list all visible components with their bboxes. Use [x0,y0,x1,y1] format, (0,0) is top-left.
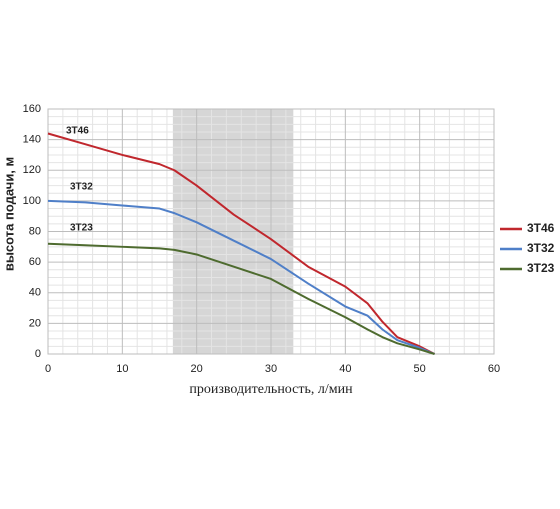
x-tick-label: 10 [116,363,128,375]
annotation: 3T23 [70,223,93,234]
y-tick-label: 40 [29,287,41,299]
series-line [47,199,435,355]
series-line [47,242,435,355]
x-axis-label: производительность, л/мин [189,382,353,397]
y-tick-label: 60 [29,256,41,268]
y-tick-label: 80 [29,225,41,237]
y-tick-label: 100 [23,195,41,207]
y-tick-label: 0 [35,348,41,360]
legend-label: 3T23 [527,261,555,275]
series-line [47,132,435,355]
x-tick-label: 60 [488,363,500,375]
y-axis-label: высота подачи, м [1,157,16,271]
annotation: 3T32 [70,182,93,193]
legend-label: 3T32 [527,241,555,255]
y-tick-label: 140 [23,134,41,146]
y-tick-label: 160 [23,103,41,115]
y-tick-label: 20 [29,317,41,329]
y-tick-label: 120 [23,164,41,176]
x-tick-label: 30 [265,363,277,375]
legend-label: 3T46 [527,221,555,235]
annotation: 3T46 [66,126,89,137]
x-tick-label: 40 [339,363,351,375]
x-tick-label: 50 [414,363,426,375]
plot-border [47,108,495,355]
x-tick-label: 0 [45,363,51,375]
x-tick-label: 20 [191,363,203,375]
